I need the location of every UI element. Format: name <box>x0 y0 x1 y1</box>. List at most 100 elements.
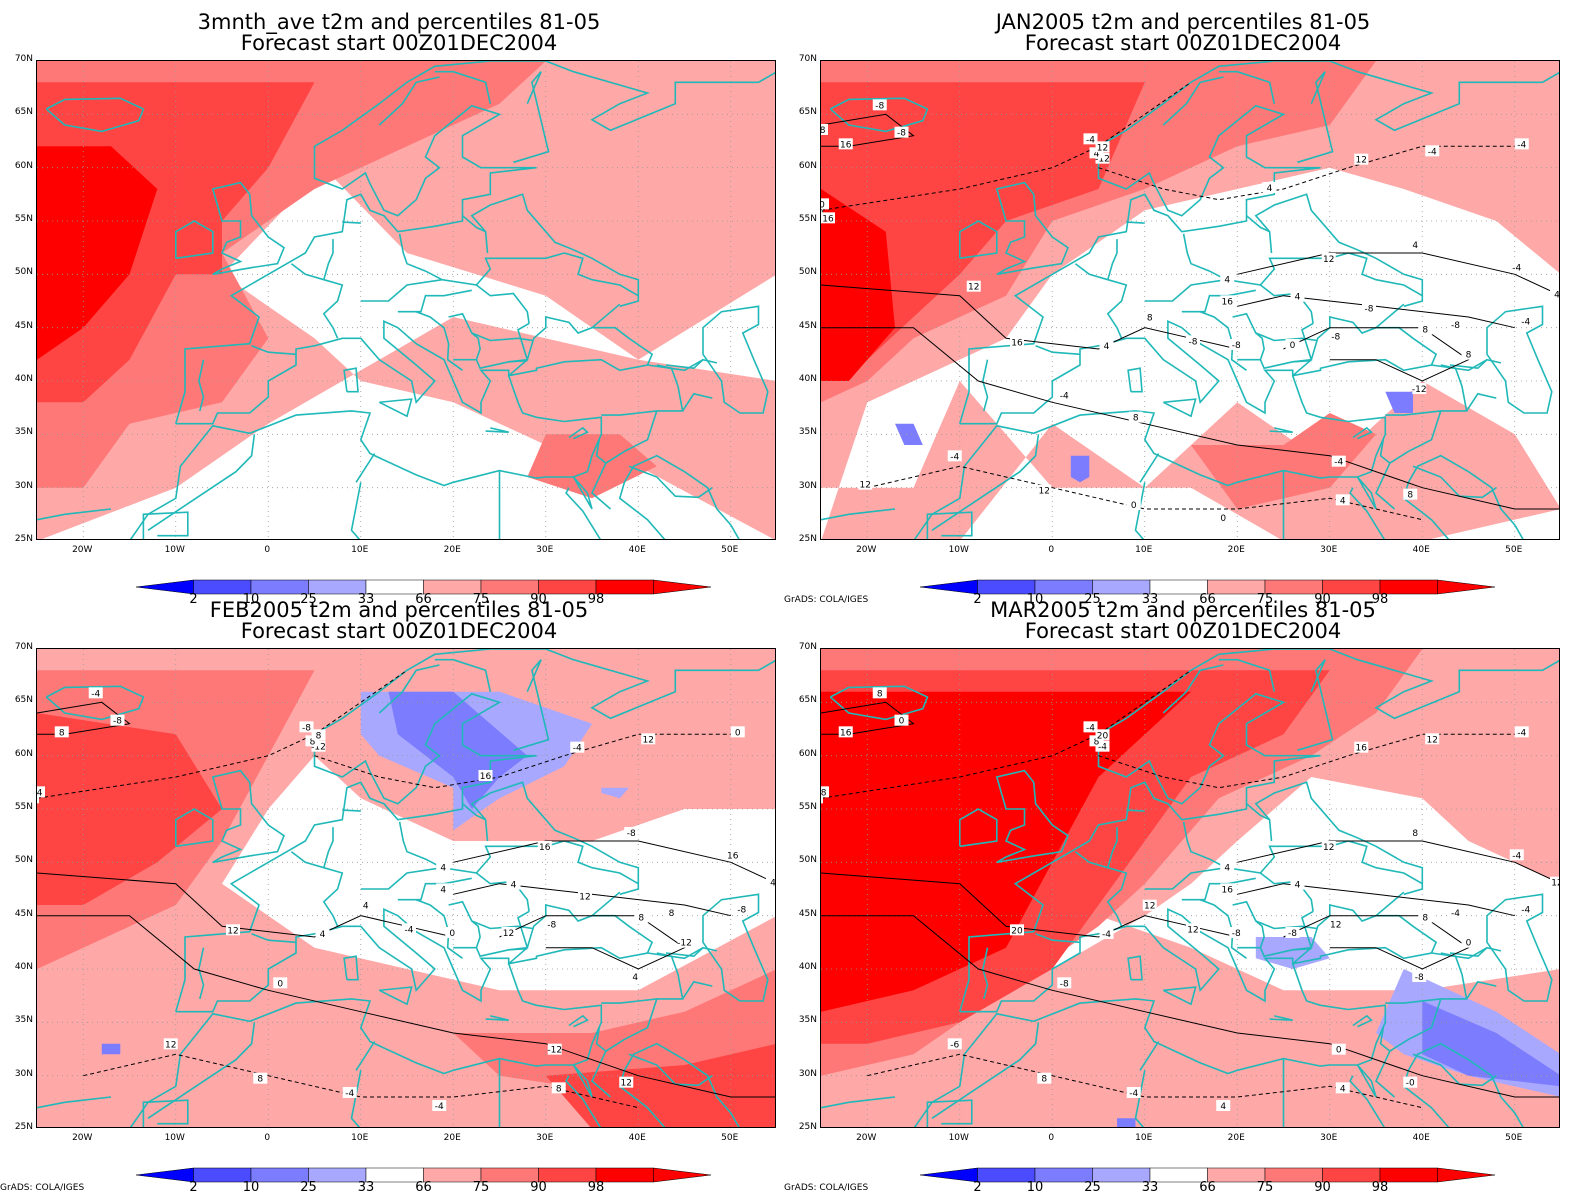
svg-text:16: 16 <box>1222 885 1234 895</box>
coastline <box>1379 410 1442 465</box>
coastline <box>1182 821 1227 869</box>
contour-label: -4 <box>1518 903 1533 916</box>
coastline <box>1254 781 1424 896</box>
contour-label: 8 <box>253 1072 268 1085</box>
latitude-label: 40N <box>798 374 817 384</box>
contour-label: -4 <box>1083 133 1098 145</box>
svg-text:-4: -4 <box>1521 906 1530 916</box>
longitude-label: 20E <box>1227 545 1245 555</box>
coastline <box>129 375 603 539</box>
coastline <box>702 305 769 414</box>
svg-text:0: 0 <box>449 929 455 939</box>
colorbar-label: 75 <box>472 592 490 607</box>
contour-label: 4 <box>436 861 451 873</box>
coastline <box>1139 453 1160 483</box>
svg-text:4: 4 <box>770 879 776 889</box>
svg-text:-8: -8 <box>627 829 636 839</box>
contour-line <box>1237 840 1559 884</box>
coastline <box>342 809 361 812</box>
colorbar-label: 33 <box>357 592 375 607</box>
longitude-label: 30E <box>536 1133 554 1143</box>
contour-label: -4 <box>947 450 962 462</box>
coastline <box>461 215 486 233</box>
latitude-label: 25N <box>798 534 817 544</box>
svg-text:8: 8 <box>1422 914 1428 924</box>
coastline <box>1352 426 1373 440</box>
contour-line <box>499 915 686 970</box>
map-field: -8-4-8044-8-4-408120480-448812-8-412812-… <box>821 649 1559 1127</box>
map-field <box>37 61 775 539</box>
colorbar-label: 90 <box>1314 592 1331 607</box>
coastline <box>1218 658 1276 692</box>
coastline <box>665 946 718 958</box>
coastline <box>565 1075 602 1127</box>
contour-label: -8 <box>1412 971 1427 983</box>
contour-line <box>1237 252 1559 296</box>
coastline <box>1181 877 1256 901</box>
coastline <box>485 1015 509 1021</box>
contour-label: 16 <box>478 770 493 782</box>
coastline <box>415 898 463 959</box>
contour-label: -8 <box>1229 339 1244 351</box>
contour-label: 4 <box>1335 1082 1350 1094</box>
colorbar-label: 90 <box>1314 1180 1331 1195</box>
contour-label: 4 <box>1220 273 1235 285</box>
svg-text:4: 4 <box>1412 241 1418 251</box>
coastline <box>1356 1064 1377 1098</box>
contour-label: 12 <box>641 733 656 745</box>
coastline <box>1402 1042 1524 1127</box>
coastline <box>397 877 472 901</box>
coastline <box>982 947 989 1000</box>
svg-text:4: 4 <box>1340 1084 1346 1094</box>
coastline <box>470 781 640 896</box>
svg-text:-4: -4 <box>1086 723 1095 733</box>
contour-label: -8 <box>1186 335 1200 347</box>
grads-credit: GrADS: COLA/IGES <box>0 1183 85 1193</box>
coastline <box>959 61 1559 424</box>
contour-label: 12 <box>1095 141 1110 153</box>
svg-text:4: 4 <box>632 973 638 983</box>
svg-text:-4: -4 <box>1512 851 1521 861</box>
coastline <box>681 392 713 412</box>
coastline <box>360 278 530 324</box>
contour-label: 12 <box>1142 899 1157 912</box>
svg-text:12: 12 <box>1144 902 1155 912</box>
coastline <box>1292 910 1314 951</box>
colorbar-label: 98 <box>587 592 605 607</box>
grads-credit: GrADS: COLA/IGES <box>784 595 869 605</box>
contour-label: 4 <box>766 876 776 889</box>
coastline <box>681 980 713 1000</box>
longitude-label: 40E <box>1412 545 1430 555</box>
colorbar-label: 25 <box>300 1180 317 1195</box>
coastline <box>564 252 639 297</box>
coastline <box>1232 900 1265 948</box>
contour-label: 4 <box>1408 239 1423 251</box>
coastline <box>1348 840 1423 885</box>
contour-label: 8 <box>54 726 69 738</box>
latitude-label: 70N <box>798 54 817 64</box>
coastline <box>1292 322 1314 363</box>
contour-label: -8 <box>821 786 829 798</box>
svg-text:8: 8 <box>257 1075 263 1085</box>
svg-text:8: 8 <box>1041 1075 1047 1085</box>
contour-line <box>1283 915 1470 970</box>
contour-label: 0 <box>894 714 909 727</box>
latitude-label: 30N <box>798 1068 817 1079</box>
longitude-label: 10W <box>948 545 969 555</box>
contour-label: 8 <box>821 792 823 804</box>
colorbar-label: 75 <box>472 1180 490 1195</box>
coastline <box>1139 1041 1160 1071</box>
svg-text:-4: -4 <box>91 689 100 699</box>
contour-line <box>821 669 1192 799</box>
svg-text:-6: -6 <box>950 1040 959 1050</box>
contour-label: -8 <box>1229 927 1244 939</box>
map-panel-3: FEB2005 t2m and percentiles 81-05 Foreca… <box>0 588 798 1195</box>
contour-label: -4 <box>1514 726 1529 738</box>
contour-label: 4 <box>506 878 521 891</box>
contour-label: 12 <box>1425 733 1440 745</box>
coastline <box>175 61 775 424</box>
svg-text:-0: -0 <box>1406 1079 1415 1089</box>
colorbar-label: 10 <box>242 592 260 607</box>
svg-text:-8: -8 <box>1232 929 1241 939</box>
svg-text:4: 4 <box>1554 291 1560 301</box>
